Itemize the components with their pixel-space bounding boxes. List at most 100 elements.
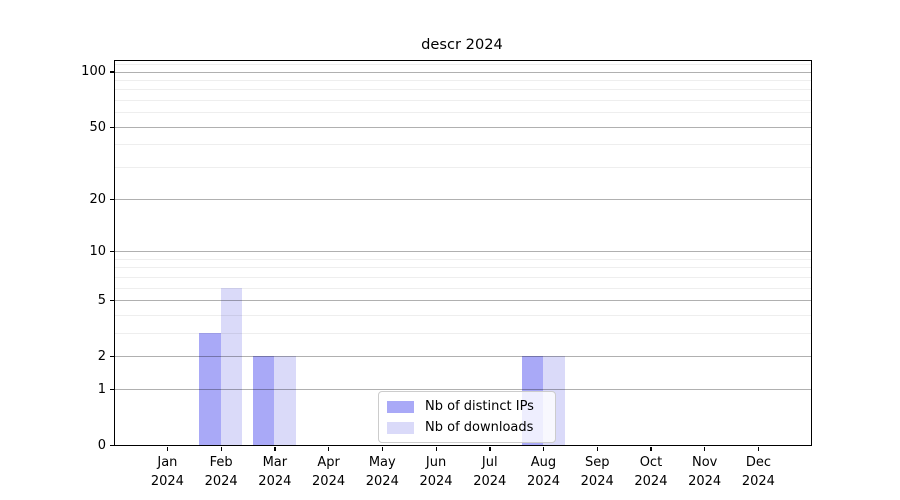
y-tick-label: 20 <box>89 191 106 207</box>
y-tick-label: 1 <box>97 381 106 397</box>
x-tick-year: 2024 <box>580 474 614 489</box>
gridline-minor <box>115 356 811 358</box>
x-tick-year: 2024 <box>688 474 722 489</box>
x-tick-label: Jun 2024 <box>404 453 468 491</box>
gridline-minor <box>115 89 811 91</box>
x-tick-year: 2024 <box>365 474 399 489</box>
y-tick <box>110 250 114 253</box>
y-tick <box>110 299 114 302</box>
x-tick <box>704 446 706 451</box>
gridline-minor <box>115 287 811 289</box>
x-tick-label: Feb 2024 <box>189 453 253 491</box>
x-tick-month: Jun <box>425 455 447 470</box>
legend-label: Nb of downloads <box>425 420 534 435</box>
x-tick-month: Mar <box>262 455 288 470</box>
x-tick <box>166 446 169 451</box>
gridline-minor <box>115 258 811 260</box>
gridline-minor <box>115 314 811 316</box>
x-tick <box>381 446 384 451</box>
y-tick-label: 2 <box>97 348 106 364</box>
gridline-major <box>115 299 811 301</box>
bar <box>220 287 243 445</box>
y-tick-label: 5 <box>97 292 106 308</box>
y-tick <box>110 71 114 73</box>
x-tick-month: Feb <box>209 455 233 470</box>
gridline-minor <box>115 388 811 390</box>
x-tick-label: Aug 2024 <box>511 453 575 491</box>
x-tick <box>596 446 598 451</box>
x-tick-label: Dec 2024 <box>726 453 790 491</box>
x-tick-year: 2024 <box>204 474 238 489</box>
legend-item: Nb of distinct IPs <box>387 398 545 415</box>
gridline-major <box>115 126 811 128</box>
x-tick-month: Nov <box>691 455 718 470</box>
gridline-minor <box>115 167 811 169</box>
x-tick-year: 2024 <box>258 474 292 489</box>
x-tick <box>328 446 330 451</box>
x-tick-month: Jan <box>157 455 178 470</box>
x-tick <box>542 446 545 451</box>
y-tick-label: 10 <box>89 243 106 259</box>
x-tick-label: Nov 2024 <box>673 453 737 491</box>
x-tick <box>489 446 491 451</box>
gridline-minor <box>115 299 811 301</box>
legend-swatch <box>387 421 414 434</box>
x-tick-month: Jul <box>481 455 498 470</box>
y-tick <box>110 388 114 391</box>
x-tick-label: Sep 2024 <box>565 453 629 491</box>
gridline-minor <box>115 71 811 73</box>
x-tick-year: 2024 <box>526 474 561 489</box>
legend-item: Nb of downloads <box>387 419 545 436</box>
y-tick-label: 50 <box>89 119 106 135</box>
x-tick-label: Oct 2024 <box>619 453 683 491</box>
legend-label: Nb of distinct IPs <box>425 399 534 414</box>
x-tick-label: Mar 2024 <box>243 453 307 491</box>
x-tick-month: Sep <box>584 455 610 470</box>
x-tick <box>650 446 652 451</box>
gridline-minor <box>115 112 811 114</box>
legend: Nb of distinct IPs Nb of downloads <box>378 391 556 443</box>
x-tick <box>274 446 276 451</box>
x-tick <box>435 446 437 451</box>
x-tick <box>220 446 222 451</box>
gridline-major <box>115 388 811 390</box>
gridline-minor <box>115 198 811 200</box>
gridline-minor <box>115 63 811 65</box>
gridline-minor <box>115 332 811 334</box>
x-tick-label: Jul 2024 <box>458 453 522 491</box>
x-tick <box>757 446 760 451</box>
bar <box>252 356 275 445</box>
x-tick-month: May <box>368 455 396 470</box>
y-tick <box>110 444 114 447</box>
gridline-major <box>115 356 811 358</box>
y-tick-label: 100 <box>81 64 106 80</box>
x-tick-label: May 2024 <box>350 453 414 491</box>
x-tick-year: 2024 <box>312 474 346 489</box>
legend-swatch <box>387 400 414 413</box>
chart-title: descr 2024 <box>421 36 503 53</box>
gridline-minor <box>115 250 811 252</box>
bar <box>199 332 221 445</box>
x-tick-month: Dec <box>745 455 771 470</box>
gridline-minor <box>115 267 811 269</box>
y-tick <box>110 355 114 358</box>
x-tick-month: Aug <box>530 455 557 470</box>
gridline-minor <box>115 100 811 102</box>
gridline-major <box>115 198 811 200</box>
x-tick-year: 2024 <box>741 474 775 489</box>
x-tick-month: Oct <box>639 455 663 470</box>
x-tick-label: Apr 2024 <box>297 453 361 491</box>
y-tick <box>110 126 114 128</box>
x-tick-label: Jan 2024 <box>135 453 199 491</box>
bar <box>274 356 296 445</box>
x-tick-year: 2024 <box>150 474 184 489</box>
x-tick-year: 2024 <box>634 474 668 489</box>
gridline-major <box>115 71 811 73</box>
gridline-minor <box>115 276 811 278</box>
gridline-major <box>115 250 811 252</box>
x-tick-month: Apr <box>317 455 340 470</box>
y-tick-label: 0 <box>97 437 106 453</box>
x-tick-year: 2024 <box>419 474 453 489</box>
gridline-minor <box>115 79 811 81</box>
